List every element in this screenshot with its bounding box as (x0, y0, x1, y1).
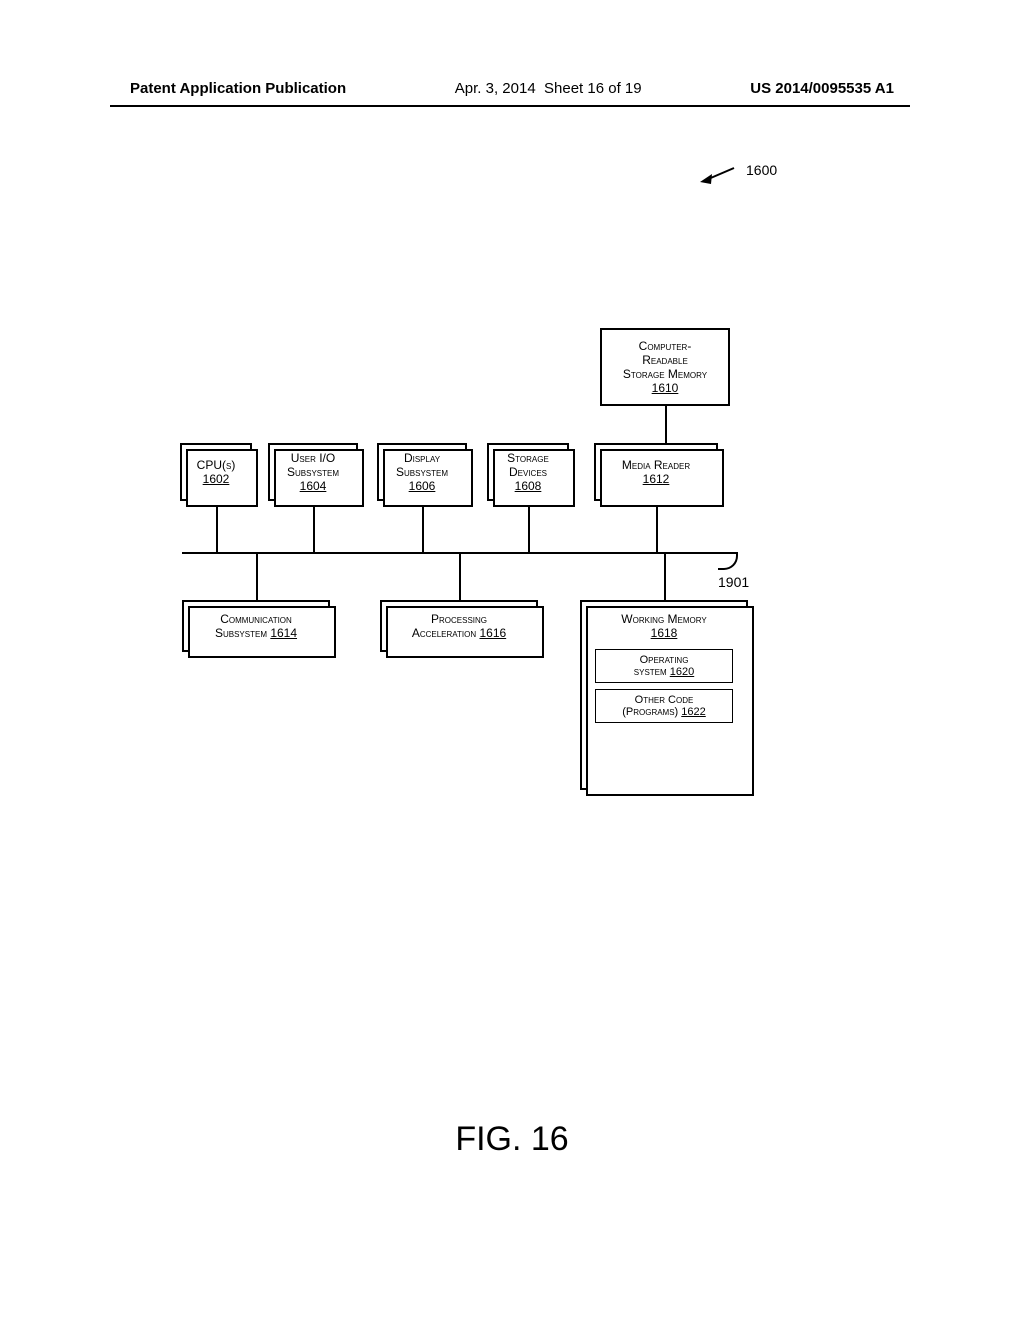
node-other-code: Other Code (Programs) 1622 (595, 689, 732, 723)
bus-lead-curve (718, 552, 738, 570)
connector (656, 505, 658, 552)
block-diagram: 1600 1901 Computer- Readable Storage Mem… (110, 160, 910, 940)
node-comm-subsystem: Communication Subsystem 1614 (182, 600, 330, 652)
connector (459, 552, 461, 600)
connector (216, 505, 218, 552)
connector (256, 552, 258, 600)
connector (664, 552, 666, 600)
header-rule (110, 105, 910, 107)
node-crsm: Computer- Readable Storage Memory 1610 (600, 328, 730, 406)
node-processing-accel: Processing Acceleration 1616 (380, 600, 538, 652)
publication-label: Patent Application Publication (130, 80, 346, 97)
node-storage: Storage Devices 1608 (487, 443, 569, 501)
node-working-memory: Working Memory 1618 Operating system 162… (580, 600, 748, 790)
connector (528, 505, 530, 552)
patent-number: US 2014/0095535 A1 (750, 80, 894, 97)
leader-arrow-icon (698, 164, 738, 186)
node-operating-system: Operating system 1620 (595, 649, 732, 683)
node-media-reader: Media Reader 1612 (594, 443, 718, 501)
figure-caption: FIG. 16 (0, 1120, 1024, 1159)
connector (313, 505, 315, 552)
connector (422, 505, 424, 552)
node-cpu: CPU(s) 1602 (180, 443, 252, 501)
node-user-io: User I/O Subsystem 1604 (268, 443, 358, 501)
bus-ref-1901: 1901 (718, 574, 749, 590)
date-sheet: Apr. 3, 2014 Sheet 16 of 19 (455, 80, 642, 97)
node-display: Display Subsystem 1606 (377, 443, 467, 501)
figure-ref-1600: 1600 (746, 162, 777, 178)
page-header: Patent Application Publication Apr. 3, 2… (0, 80, 1024, 97)
connector (665, 406, 667, 443)
